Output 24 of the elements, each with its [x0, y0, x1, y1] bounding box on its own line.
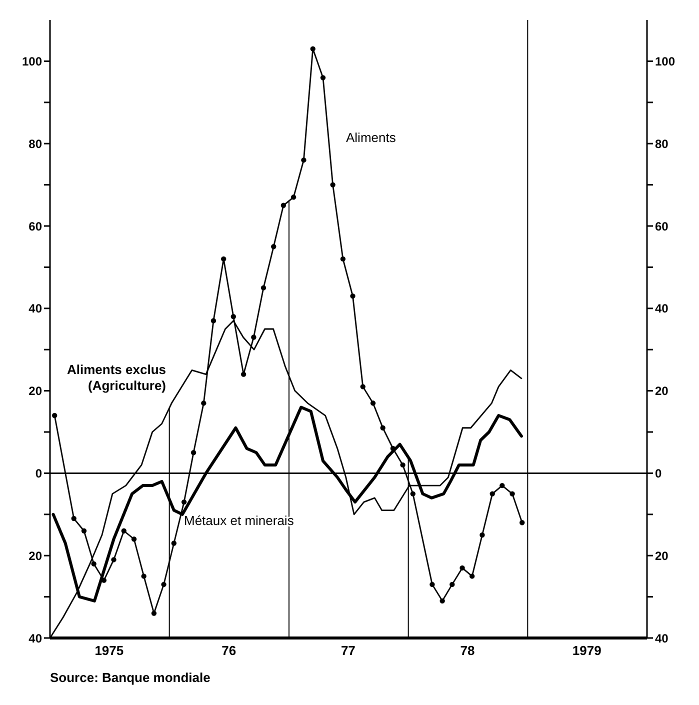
series-label: Aliments exclus (Agriculture) — [67, 362, 166, 393]
y-tick-label: 20 — [28, 384, 42, 398]
x-tick-label: 78 — [460, 643, 475, 658]
x-tick-label: 77 — [340, 643, 356, 658]
y2-tick-label: 40 — [655, 631, 669, 646]
y2-tick-label: 0 — [655, 466, 662, 480]
x-tick-label: 1979 — [572, 643, 602, 658]
y2-tick-label: 20 — [655, 384, 669, 398]
y-tick-label: 80 — [28, 136, 42, 151]
source-note: Source: Banque mondiale — [50, 670, 212, 685]
y-tick-label: 0 — [35, 466, 42, 480]
x-tick-label: 1975 — [94, 643, 124, 658]
y2-tick-label: 20 — [655, 548, 669, 563]
y-tick-label: 60 — [28, 219, 42, 234]
y2-tick-label: 100 — [655, 54, 676, 68]
series-label: Aliments — [346, 130, 396, 145]
y-tick-label: 40 — [28, 302, 42, 316]
y-tick-label: 40 — [28, 631, 42, 646]
y2-tick-label: 60 — [655, 219, 669, 234]
y-tick-label: 20 — [28, 548, 42, 563]
y2-tick-label: 40 — [655, 302, 669, 316]
y-tick-label: 100 — [22, 54, 42, 68]
x-tick-label: 76 — [222, 643, 236, 658]
y2-tick-label: 80 — [655, 136, 669, 151]
